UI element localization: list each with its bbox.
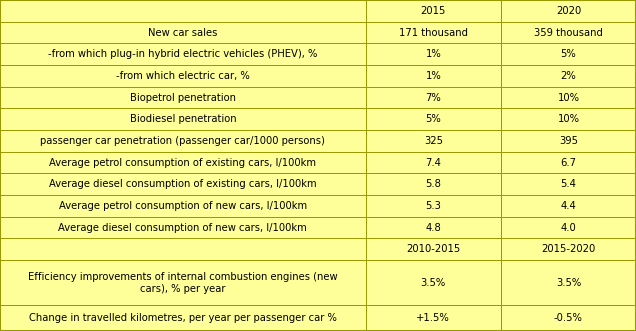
Text: 4.8: 4.8 (425, 222, 441, 233)
Bar (366, 173, 501, 195)
Bar (0, 173, 366, 195)
Text: -from which electric car, %: -from which electric car, % (116, 71, 250, 81)
Bar (366, 260, 501, 306)
Text: Average petrol consumption of existing cars, l/100km: Average petrol consumption of existing c… (50, 158, 316, 167)
Text: 1%: 1% (425, 49, 441, 59)
Text: -from which plug-in hybrid electric vehicles (PHEV), %: -from which plug-in hybrid electric vehi… (48, 49, 317, 59)
Bar (501, 130, 636, 152)
Text: Average diesel consumption of existing cars, l/100km: Average diesel consumption of existing c… (49, 179, 317, 189)
Text: 3.5%: 3.5% (420, 278, 446, 288)
Text: Average petrol consumption of new cars, l/100km: Average petrol consumption of new cars, … (59, 201, 307, 211)
Text: 5%: 5% (425, 114, 441, 124)
Text: 2020: 2020 (556, 6, 581, 16)
Text: Efficiency improvements of internal combustion engines (new
cars), % per year: Efficiency improvements of internal comb… (28, 271, 338, 294)
Text: 2015: 2015 (420, 6, 446, 16)
Bar (501, 0, 636, 22)
Text: 359 thousand: 359 thousand (534, 27, 603, 37)
Text: 171 thousand: 171 thousand (399, 27, 467, 37)
Bar (501, 87, 636, 108)
Text: 4.4: 4.4 (560, 201, 576, 211)
Bar (501, 260, 636, 306)
Text: 5.8: 5.8 (425, 179, 441, 189)
Text: 2010-2015: 2010-2015 (406, 244, 460, 254)
Bar (0, 43, 366, 65)
Text: Biodiesel penetration: Biodiesel penetration (130, 114, 236, 124)
Bar (501, 108, 636, 130)
Text: -0.5%: -0.5% (554, 313, 583, 323)
Text: 10%: 10% (557, 93, 579, 103)
Bar (0, 195, 366, 217)
Bar (0, 238, 366, 260)
Text: 6.7: 6.7 (560, 158, 576, 167)
Bar (501, 43, 636, 65)
Text: 4.0: 4.0 (560, 222, 576, 233)
Text: 395: 395 (559, 136, 578, 146)
Bar (501, 22, 636, 43)
Text: +1.5%: +1.5% (417, 313, 450, 323)
Text: passenger car penetration (passenger car/1000 persons): passenger car penetration (passenger car… (41, 136, 325, 146)
Bar (366, 65, 501, 87)
Text: 2015-2020: 2015-2020 (541, 244, 595, 254)
Bar (366, 22, 501, 43)
Bar (501, 195, 636, 217)
Text: 1%: 1% (425, 71, 441, 81)
Bar (0, 217, 366, 238)
Bar (501, 65, 636, 87)
Bar (366, 108, 501, 130)
Bar (0, 130, 366, 152)
Text: New car sales: New car sales (148, 27, 218, 37)
Text: 5.3: 5.3 (425, 201, 441, 211)
Bar (366, 130, 501, 152)
Text: 5%: 5% (560, 49, 576, 59)
Bar (501, 173, 636, 195)
Bar (366, 87, 501, 108)
Text: 7%: 7% (425, 93, 441, 103)
Text: Biopetrol penetration: Biopetrol penetration (130, 93, 236, 103)
Text: Average diesel consumption of new cars, l/100km: Average diesel consumption of new cars, … (59, 222, 307, 233)
Text: 10%: 10% (557, 114, 579, 124)
Bar (0, 87, 366, 108)
Bar (0, 306, 366, 331)
Bar (0, 152, 366, 173)
Text: 3.5%: 3.5% (556, 278, 581, 288)
Bar (366, 43, 501, 65)
Bar (366, 217, 501, 238)
Bar (0, 65, 366, 87)
Text: 325: 325 (424, 136, 443, 146)
Text: Change in travelled kilometres, per year per passenger car %: Change in travelled kilometres, per year… (29, 313, 337, 323)
Bar (366, 0, 501, 22)
Bar (366, 306, 501, 331)
Bar (501, 152, 636, 173)
Bar (501, 217, 636, 238)
Text: 5.4: 5.4 (560, 179, 576, 189)
Bar (501, 306, 636, 331)
Bar (0, 22, 366, 43)
Bar (366, 152, 501, 173)
Bar (366, 238, 501, 260)
Text: 2%: 2% (560, 71, 576, 81)
Bar (0, 108, 366, 130)
Bar (0, 260, 366, 306)
Bar (501, 238, 636, 260)
Text: 7.4: 7.4 (425, 158, 441, 167)
Bar (0, 0, 366, 22)
Bar (366, 195, 501, 217)
